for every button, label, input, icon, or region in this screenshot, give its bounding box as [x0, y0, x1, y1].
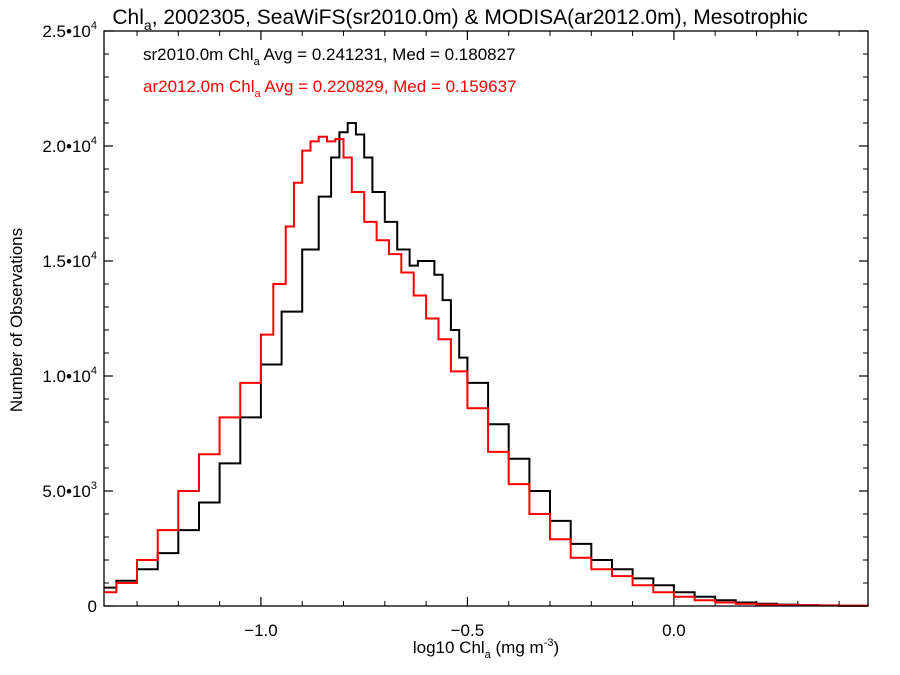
series-line-ar2012 — [104, 135, 869, 607]
legend-entry-sr2010: sr2010.0m Chla Avg = 0.241231, Med = 0.1… — [143, 45, 516, 68]
y-tick-label: 1.0•104 — [42, 365, 97, 386]
x-tick-label: 0.0 — [662, 621, 686, 640]
y-tick-label: 1.5•104 — [42, 250, 97, 271]
legend-entry-ar2012: ar2012.0m Chla Avg = 0.220829, Med = 0.1… — [143, 77, 517, 100]
plot-frame — [103, 30, 869, 607]
y-tick-label: 2.0•104 — [42, 135, 97, 156]
y-axis-label: Number of Observations — [7, 228, 26, 412]
series-line-sr2010 — [104, 122, 869, 607]
chart-title: Chla, 2002305, SeaWiFS(sr2010.0m) & MODI… — [112, 6, 807, 33]
y-tick-label: 0 — [88, 597, 97, 616]
y-tick-label: 5.0•103 — [42, 480, 97, 501]
x-tick-label: −1.0 — [244, 621, 278, 640]
y-tick-label: 2.5•104 — [42, 20, 97, 41]
x-axis-label: log10 Chla (mg m-3) — [413, 637, 559, 661]
x-tick-label: −0.5 — [451, 621, 485, 640]
